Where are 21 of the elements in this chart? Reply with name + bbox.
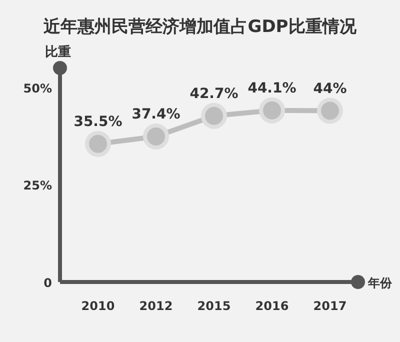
x-tick-label: 2010	[81, 299, 115, 313]
data-label: 35.5%	[74, 114, 122, 130]
y-axis-title: 比重	[45, 44, 71, 60]
data-label: 44%	[313, 80, 347, 97]
chart-title: 近年惠州民营经济增加值占GDP比重情况	[42, 17, 358, 37]
point	[201, 102, 227, 129]
x-tick-label: 2016	[255, 299, 289, 313]
point	[259, 97, 285, 124]
point	[317, 98, 343, 124]
point	[85, 130, 111, 157]
y-tick-label: 0	[44, 276, 52, 290]
x-axis-title: 年份	[367, 276, 393, 290]
data-label: 37.4%	[132, 106, 180, 122]
x-tick-label: 2012	[139, 299, 173, 313]
point	[143, 123, 169, 150]
y-tick-label: 25%	[23, 178, 52, 193]
y-tick-label: 50%	[23, 81, 52, 96]
data-label: 42.7%	[190, 86, 238, 102]
x-tick-label: 2017	[313, 299, 347, 313]
data-label: 44.1%	[248, 80, 296, 96]
x-tick-label: 2015	[197, 299, 231, 313]
